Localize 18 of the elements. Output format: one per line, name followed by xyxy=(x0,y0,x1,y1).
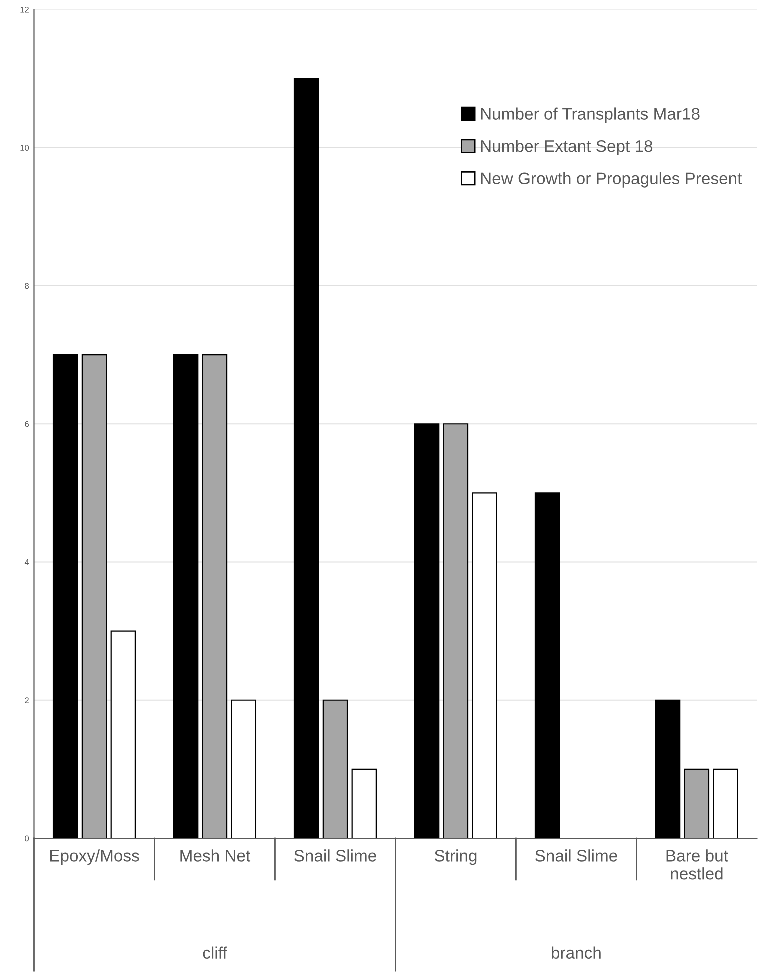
x-tick-label: Bare but nestled xyxy=(666,850,728,880)
legend-label: Number of Transplants Mar18 xyxy=(481,108,700,124)
y-tick-label: 10 xyxy=(20,145,30,151)
text: branch xyxy=(552,946,601,959)
x-tick-label: String xyxy=(434,850,477,866)
x-tick-label: Mesh Net xyxy=(180,850,251,862)
y-tick-label: 4 xyxy=(24,560,30,566)
text: cliff xyxy=(203,946,228,959)
y-tick-label: 12 xyxy=(20,6,29,13)
y-tick-label: 2 xyxy=(25,698,29,704)
legend-label: Number Extant Sept 18 xyxy=(481,140,653,156)
x-tick-label: Epoxy/Moss xyxy=(50,850,140,866)
y-tick-label: 0 xyxy=(25,836,30,842)
y-tick-label: 6 xyxy=(25,421,30,428)
legend-label: New Growth or Propagules Present xyxy=(481,172,742,188)
y-tick-label: 8 xyxy=(25,283,30,290)
x-tick-label: Snail Slime xyxy=(294,850,376,862)
x-tick-label: Snail Slime xyxy=(536,850,618,862)
